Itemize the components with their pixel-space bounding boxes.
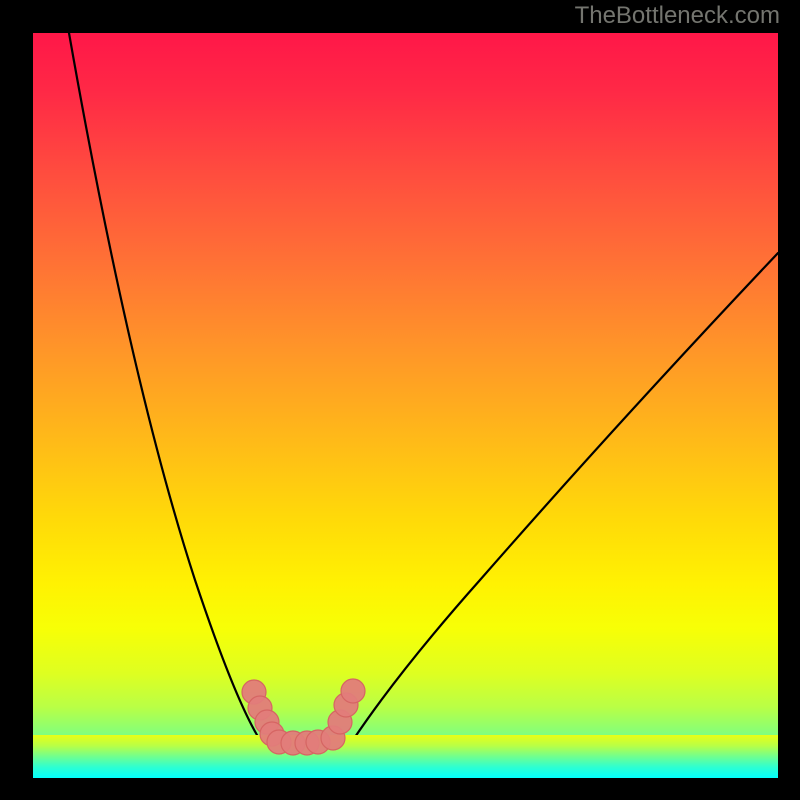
bottom-band [33,735,778,778]
chart-plot-area [33,33,778,778]
watermark-text: TheBottleneck.com [575,2,780,30]
bottleneck-chart-svg [33,33,778,778]
marker-dot [341,679,365,703]
